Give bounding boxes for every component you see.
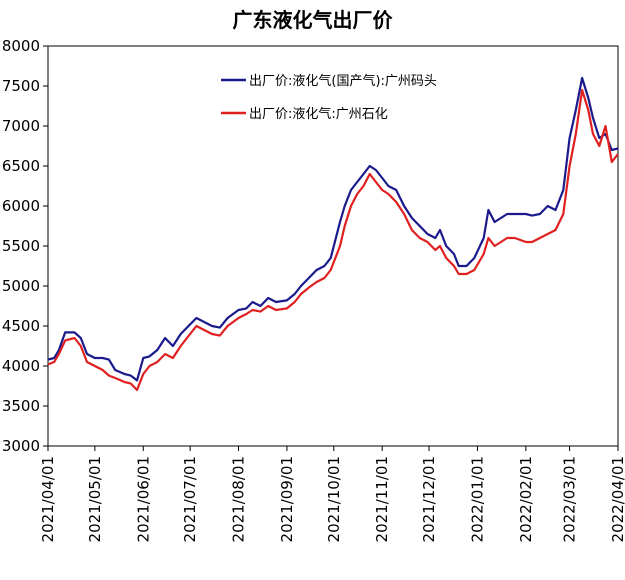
x-tick-label: 2022/02/01 <box>517 456 535 542</box>
x-tick-label: 2021/10/01 <box>325 456 343 542</box>
chart-title: 广东液化气出厂价 <box>232 8 393 32</box>
y-tick-label: 6000 <box>2 197 40 215</box>
x-tick-label: 2021/04/01 <box>39 456 57 542</box>
x-tick-label: 2022/04/01 <box>609 456 625 542</box>
y-tick-label: 3500 <box>2 397 40 415</box>
y-tick-label: 7500 <box>2 77 40 95</box>
y-tick-label: 8000 <box>2 37 40 55</box>
y-tick-label: 3000 <box>2 437 40 455</box>
x-tick-label: 2022/03/01 <box>561 456 579 542</box>
y-tick-label: 4000 <box>2 357 40 375</box>
x-tick-label: 2021/11/01 <box>373 456 391 542</box>
legend-label-2: 出厂价:液化气:广州石化 <box>249 106 388 122</box>
x-tick-label: 2022/01/01 <box>468 456 486 542</box>
x-tick-label: 2021/08/01 <box>230 456 248 542</box>
legend-label-1: 出厂价:液化气(国产气):广州码头 <box>249 73 437 89</box>
series-line-1 <box>47 76 619 382</box>
x-tick-label: 2021/09/01 <box>278 456 296 542</box>
y-tick-label: 5500 <box>2 237 40 255</box>
x-tick-label: 2021/07/01 <box>181 456 199 542</box>
y-tick-label: 4500 <box>2 317 40 335</box>
y-tick-label: 7000 <box>2 117 40 135</box>
x-tick-label: 2021/12/01 <box>420 456 438 542</box>
y-tick-label: 5000 <box>2 277 40 295</box>
y-tick-label: 6500 <box>2 157 40 175</box>
series-line-2 <box>47 88 619 392</box>
x-tick-label: 2021/05/01 <box>86 456 104 542</box>
x-tick-label: 2021/06/01 <box>134 456 152 542</box>
